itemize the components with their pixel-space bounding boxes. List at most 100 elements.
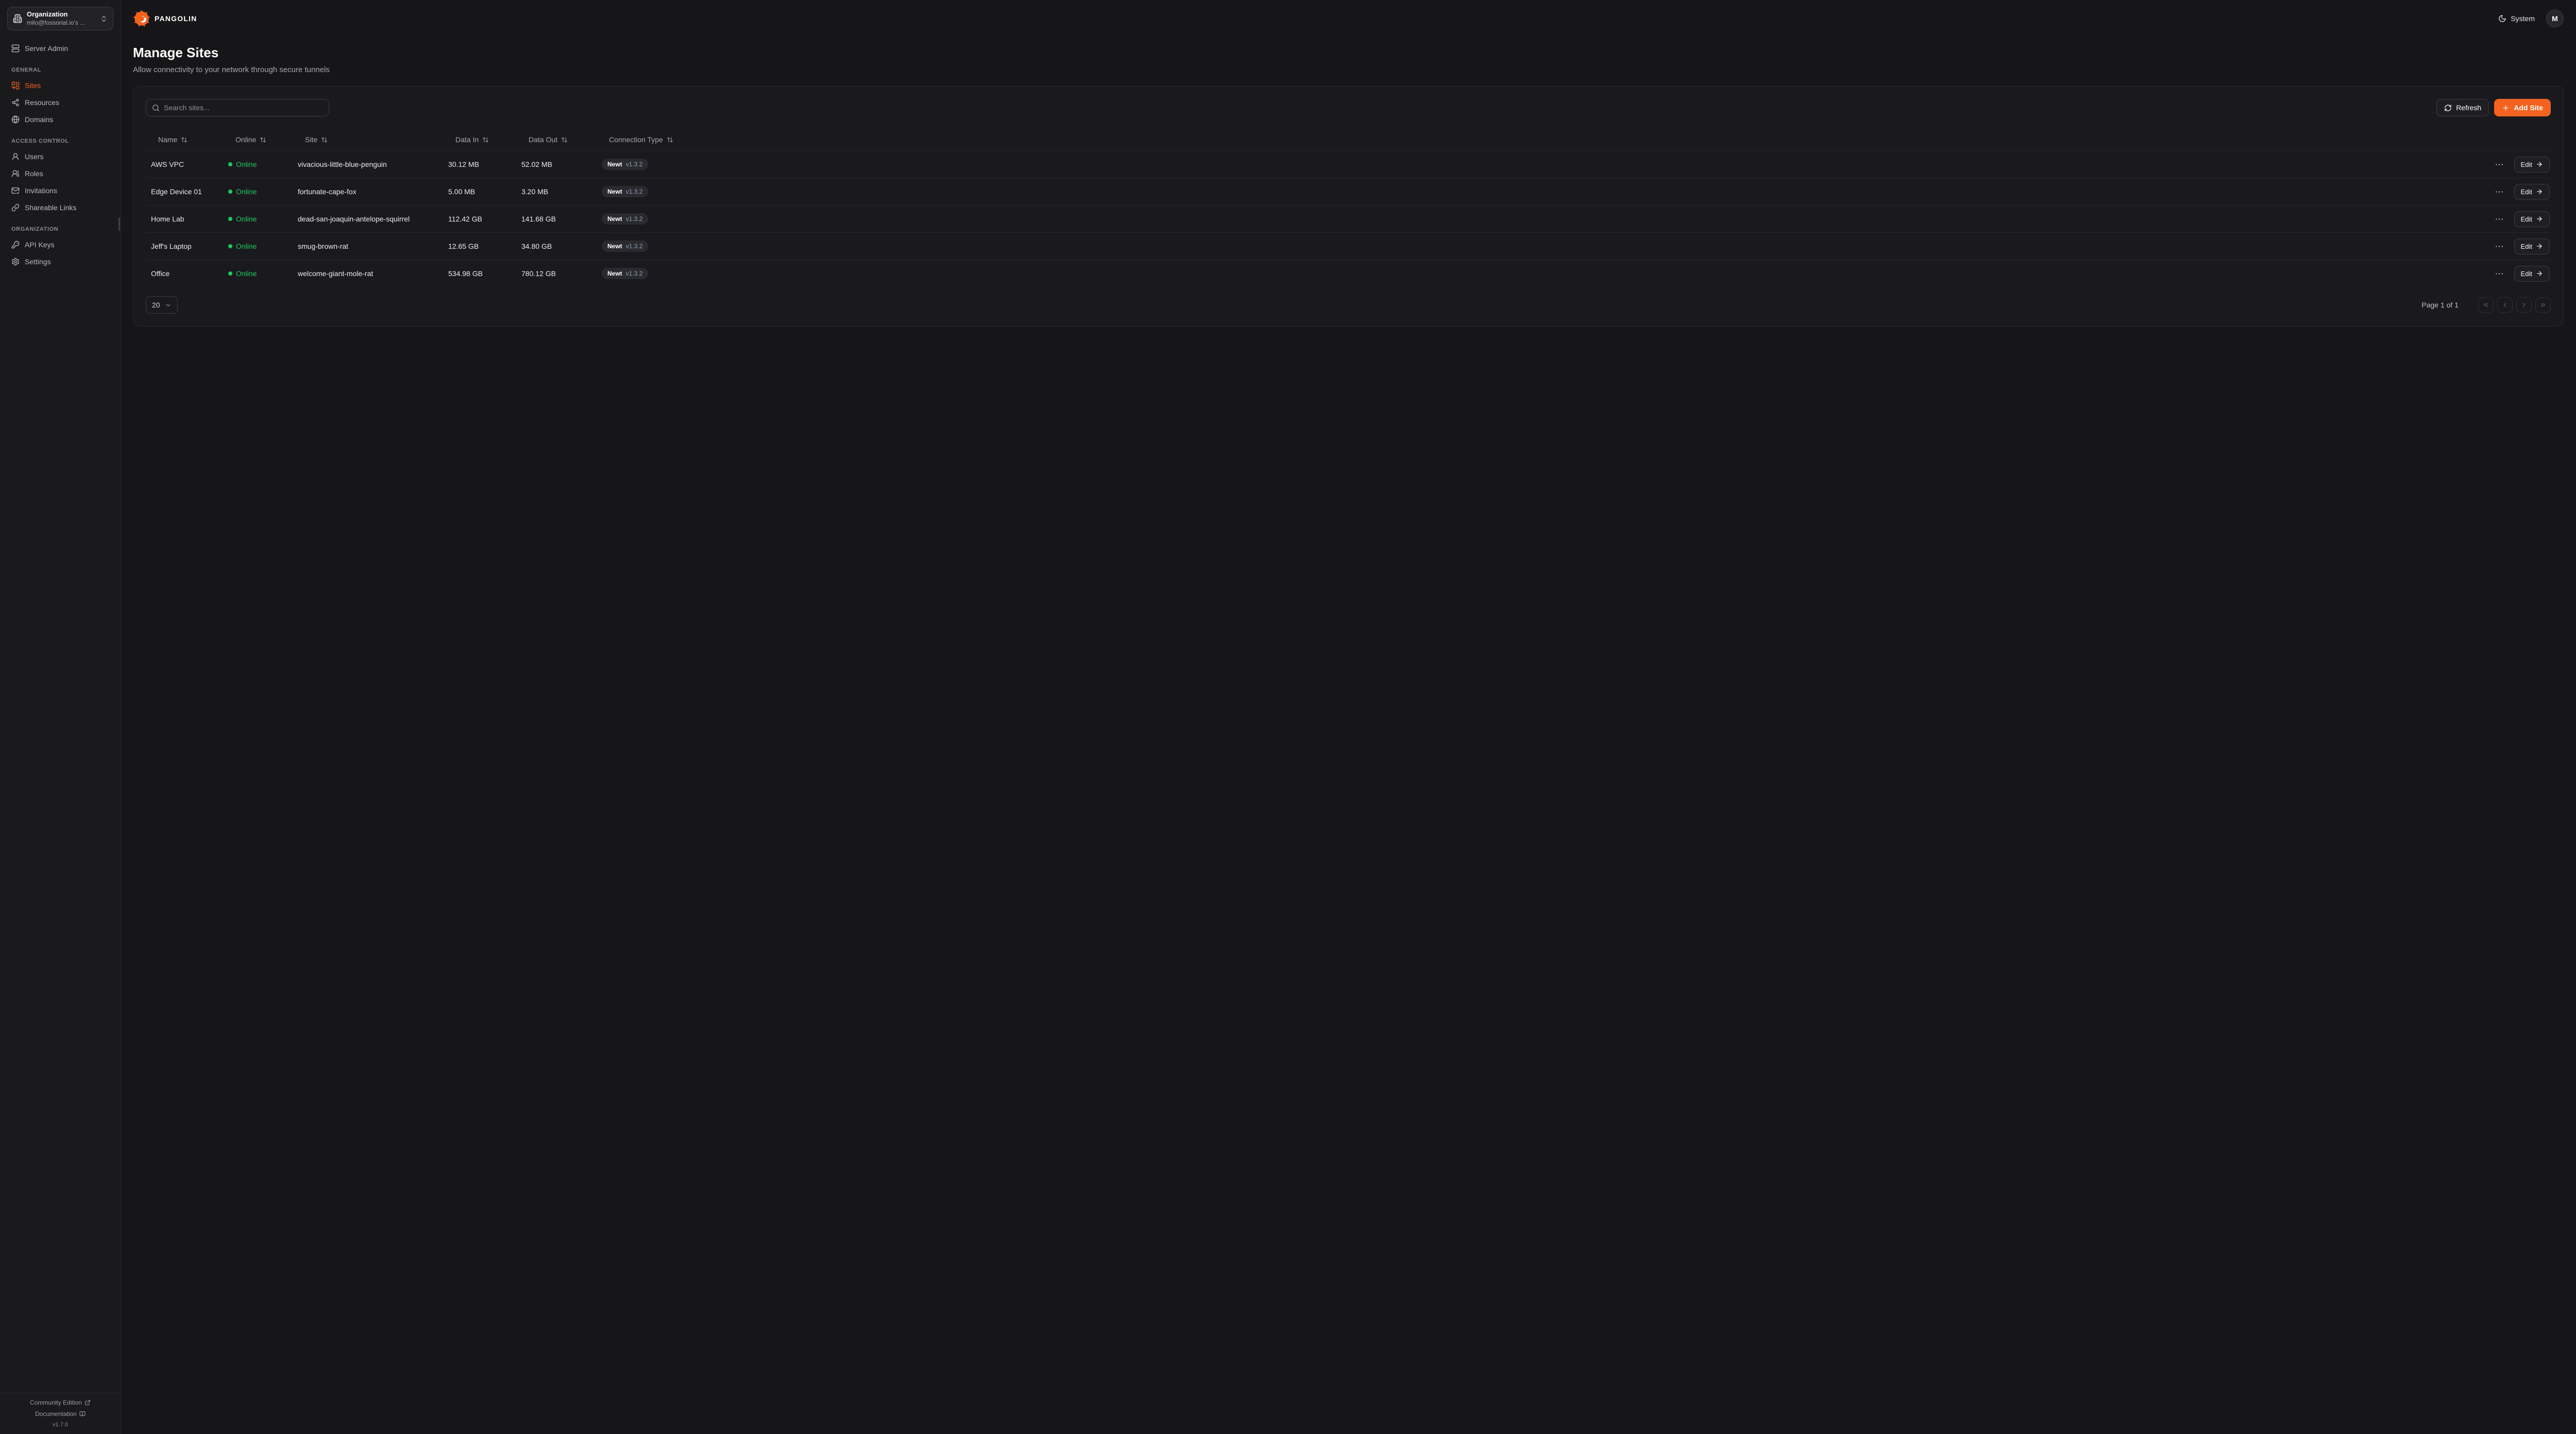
- cell-data-in: 30.12 MB: [448, 160, 479, 168]
- cell-name: Jeff's Laptop: [151, 242, 192, 250]
- arrow-right-icon: [2537, 162, 2542, 167]
- online-status-dot: [228, 217, 232, 221]
- nav-section-access-control: ACCESS CONTROL: [11, 138, 69, 144]
- edit-button[interactable]: Edit: [2514, 183, 2550, 200]
- row-menu-button[interactable]: ⋯: [2493, 267, 2506, 280]
- edit-button[interactable]: Edit: [2514, 211, 2550, 227]
- logo-text: PANGOLIN: [155, 14, 197, 23]
- sidebar-item-settings[interactable]: Settings: [7, 253, 113, 270]
- edit-button[interactable]: Edit: [2514, 156, 2550, 173]
- cell-online: Online: [223, 242, 293, 250]
- column-header-site[interactable]: Site: [293, 135, 443, 144]
- table-row: Home Lab Online dead-san-joaquin-antelop…: [146, 205, 2551, 232]
- cell-connection-type: Newt v1.3.2: [597, 241, 692, 252]
- first-page-button[interactable]: [2478, 297, 2494, 313]
- sidebar-item-server-admin[interactable]: Server Admin: [7, 40, 113, 57]
- sidebar-item-domains[interactable]: Domains: [7, 111, 113, 128]
- sidebar-item-roles[interactable]: Roles: [7, 165, 113, 182]
- column-header-name[interactable]: Name: [146, 135, 223, 144]
- column-header-data-out[interactable]: Data Out: [516, 135, 597, 144]
- sidebar-item-label: Users: [25, 152, 44, 161]
- sidebar-item-api-keys[interactable]: API Keys: [7, 236, 113, 253]
- last-page-button[interactable]: [2535, 297, 2551, 313]
- chevrons-up-down-icon: [101, 15, 106, 22]
- page-header: Manage Sites Allow connectivity to your …: [122, 27, 2576, 74]
- sidebar-item-users[interactable]: Users: [7, 148, 113, 165]
- link-icon: [11, 203, 20, 211]
- refresh-icon: [2445, 104, 2451, 111]
- column-header-online[interactable]: Online: [223, 135, 293, 144]
- row-menu-button[interactable]: ⋯: [2493, 213, 2506, 226]
- mail-check-icon: [11, 187, 20, 194]
- sidebar-footer: Community Edition Documentation v1.7.0: [0, 1393, 121, 1434]
- column-header-connection-type[interactable]: Connection Type: [597, 135, 692, 144]
- add-site-button[interactable]: Add Site: [2494, 99, 2551, 116]
- gear-icon: [12, 258, 19, 265]
- sidebar-item-label: Server Admin: [25, 44, 69, 53]
- search-box: [146, 99, 329, 116]
- cell-site: vivacious-little-blue-penguin: [298, 160, 387, 168]
- theme-toggle[interactable]: System: [2498, 14, 2535, 23]
- sidebar-item-label: Sites: [25, 81, 41, 90]
- row-menu-button[interactable]: ⋯: [2493, 240, 2506, 253]
- edit-button[interactable]: Edit: [2514, 238, 2550, 254]
- documentation-link[interactable]: Documentation: [0, 1410, 121, 1418]
- connection-type-badge: Newt v1.3.2: [602, 213, 649, 225]
- moon-icon: [2499, 15, 2506, 22]
- connection-type-badge: Newt v1.3.2: [602, 186, 649, 197]
- cell-connection-type: Newt v1.3.2: [597, 186, 692, 197]
- org-selector[interactable]: Organization milo@fossorial.io's ...: [7, 7, 113, 30]
- online-status-dot: [228, 244, 232, 248]
- avatar[interactable]: M: [2546, 10, 2564, 27]
- theme-label: System: [2511, 14, 2535, 23]
- sidebar-item-shareable-links[interactable]: Shareable Links: [7, 199, 113, 216]
- table-row: Edge Device 01 Online fortunate-cape-fox…: [146, 178, 2551, 205]
- online-status-dot: [228, 162, 232, 166]
- search-input[interactable]: [164, 104, 323, 112]
- refresh-button[interactable]: Refresh: [2436, 99, 2489, 116]
- pangolin-logo[interactable]: PANGOLIN: [133, 10, 197, 27]
- sort-icon: [483, 137, 489, 142]
- sort-icon: [181, 137, 188, 142]
- page-title: Manage Sites: [133, 45, 219, 60]
- cell-site: welcome-giant-mole-rat: [298, 269, 374, 278]
- sort-icon: [562, 137, 567, 142]
- chevron-left-icon: [2503, 302, 2506, 308]
- chevrons-right-icon: [2540, 303, 2546, 307]
- sidebar-item-label: Invitations: [25, 186, 58, 195]
- nav-section-general: GENERAL: [11, 67, 41, 73]
- cell-online: Online: [223, 160, 293, 168]
- cell-data-in: 12.65 GB: [448, 242, 479, 250]
- online-status-dot: [228, 190, 232, 194]
- cell-name: AWS VPC: [151, 160, 184, 168]
- search-icon: [152, 104, 159, 111]
- row-menu-button[interactable]: ⋯: [2493, 185, 2506, 198]
- cell-data-out: 52.02 MB: [521, 160, 552, 168]
- sidebar-item-resources[interactable]: Resources: [7, 94, 113, 111]
- arrow-right-icon: [2537, 271, 2542, 276]
- cell-name: Office: [151, 269, 170, 278]
- cell-actions: ⋯ Edit: [692, 183, 2551, 200]
- globe-icon: [11, 115, 20, 123]
- next-page-button[interactable]: [2516, 297, 2532, 313]
- table-body: AWS VPC Online vivacious-little-blue-pen…: [146, 150, 2551, 287]
- cell-actions: ⋯ Edit: [692, 156, 2551, 173]
- cell-site: dead-san-joaquin-antelope-squirrel: [298, 215, 410, 223]
- topbar: PANGOLIN System M: [122, 0, 2576, 27]
- column-header-data-in[interactable]: Data In: [443, 135, 516, 144]
- combine-icon: [11, 81, 20, 89]
- connection-type-badge: Newt v1.3.2: [602, 268, 649, 279]
- page-size-select[interactable]: 20: [146, 296, 178, 314]
- community-edition-link[interactable]: Community Edition: [0, 1399, 121, 1406]
- edit-button[interactable]: Edit: [2514, 265, 2550, 282]
- sidebar-item-sites[interactable]: Sites: [7, 77, 113, 94]
- sidebar-scrollbar-thumb[interactable]: [118, 217, 120, 231]
- pagination: 20 Page 1 of 1: [146, 296, 2551, 314]
- sidebar-nav: Server Admin GENERAL Sites Resources Dom…: [0, 30, 121, 270]
- cell-data-in: 112.42 GB: [448, 215, 482, 223]
- row-menu-button[interactable]: ⋯: [2493, 158, 2506, 171]
- sort-icon: [260, 137, 266, 142]
- sidebar-item-invitations[interactable]: Invitations: [7, 182, 113, 199]
- prev-page-button[interactable]: [2497, 297, 2513, 313]
- arrow-right-icon: [2537, 189, 2542, 194]
